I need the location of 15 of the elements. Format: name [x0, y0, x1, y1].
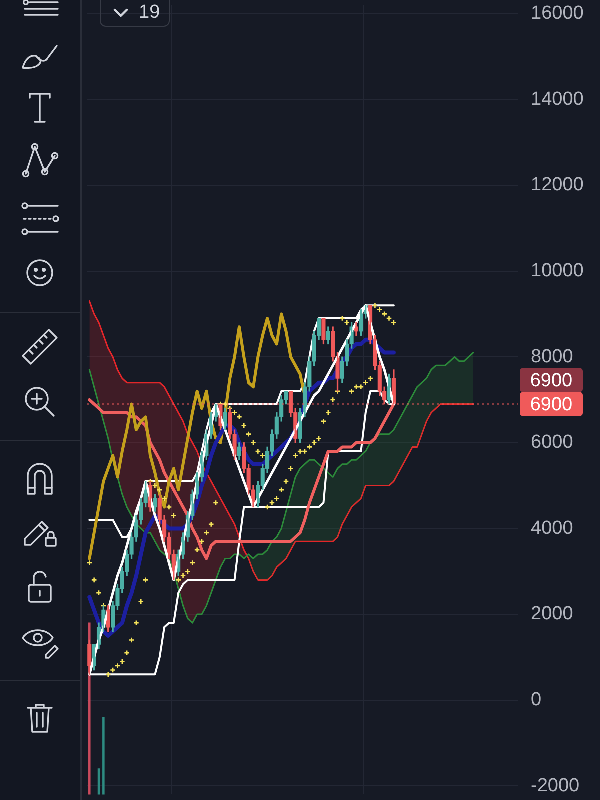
y-tick-label: 12000	[531, 174, 584, 196]
y-tick-label: 16000	[531, 3, 584, 24]
annotation: 19	[139, 2, 160, 23]
count-button: 19	[100, 0, 170, 27]
y-tick-label: -2000	[531, 775, 580, 796]
text: 6900	[530, 370, 573, 392]
y-tick-label: 8000	[531, 346, 574, 368]
y-tick-label: 14000	[531, 88, 584, 110]
y-tick-label: 4000	[531, 518, 574, 539]
y-tick-label: 0	[531, 690, 542, 711]
y-tick-label: 6000	[531, 432, 574, 454]
y-tick-label: 10000	[531, 260, 584, 282]
ref-line-label: 6900	[530, 394, 573, 416]
y-tick-label: 2000	[531, 604, 574, 625]
bar	[102, 717, 105, 795]
